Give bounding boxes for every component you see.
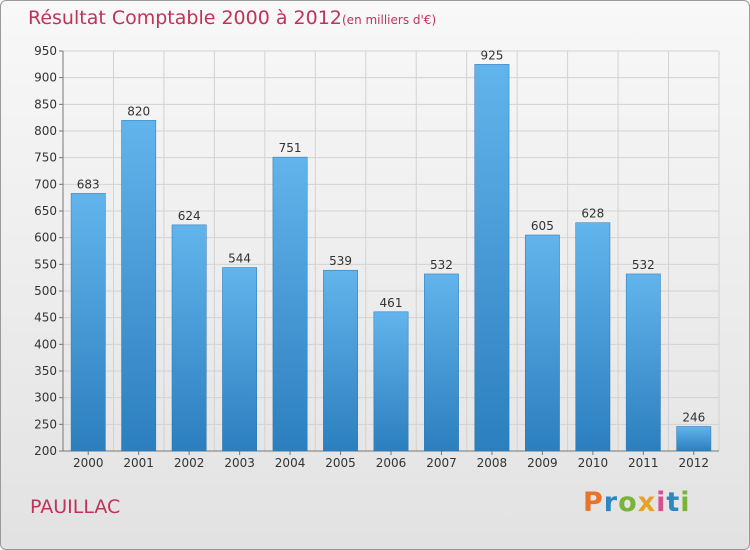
x-tick-label-2012: 2012 (678, 456, 709, 470)
bar-2007 (424, 273, 459, 452)
brand-letter: x (637, 487, 657, 518)
bar-2009 (524, 234, 560, 452)
brand-letter: o (618, 487, 638, 518)
value-label-2006: 461 (380, 296, 403, 310)
y-tick-label: 200 (34, 444, 57, 458)
bar-2012 (676, 426, 712, 452)
value-label-2008: 925 (480, 48, 503, 62)
value-label-2010: 628 (581, 207, 604, 221)
brand-letter: P (583, 487, 604, 518)
y-tick-label: 700 (34, 177, 57, 191)
y-tick-label: 350 (34, 364, 57, 378)
value-label-2001: 820 (127, 104, 150, 118)
y-tick-label: 300 (34, 391, 57, 405)
y-tick-label: 650 (34, 204, 57, 218)
bar-2011 (625, 273, 661, 452)
x-tick-label-2011: 2011 (628, 456, 659, 470)
value-label-2007: 532 (430, 258, 453, 272)
value-label-2002: 624 (178, 209, 201, 223)
y-tick-label: 600 (34, 231, 57, 245)
x-tick-label-2000: 2000 (73, 456, 104, 470)
value-label-2003: 544 (228, 252, 251, 266)
y-tick-label: 450 (34, 311, 57, 325)
bar-2005 (323, 269, 358, 452)
x-tick-label-2008: 2008 (477, 456, 508, 470)
bar-2000 (70, 193, 106, 452)
x-tick-label-2010: 2010 (578, 456, 609, 470)
value-label-2009: 605 (531, 219, 554, 233)
brand-letter: i (656, 487, 667, 518)
y-tick-label: 950 (34, 44, 57, 58)
y-tick-label: 500 (34, 284, 57, 298)
bar-2008 (474, 64, 510, 452)
y-tick-label: 800 (34, 124, 57, 138)
x-tick-label-2002: 2002 (174, 456, 205, 470)
value-label-2000: 683 (77, 177, 100, 191)
y-tick-label: 900 (34, 71, 57, 85)
chart-subtitle: (en milliers d'€) (342, 13, 437, 27)
brand-letter: r (603, 487, 619, 518)
bar-2003 (222, 267, 258, 452)
value-label-2012: 246 (682, 410, 705, 424)
bar-2001 (121, 120, 157, 452)
x-tick-label-2001: 2001 (123, 456, 154, 470)
bar-2002 (171, 224, 207, 452)
value-label-2011: 532 (632, 258, 655, 272)
town-name: PAUILLAC (30, 496, 121, 518)
brand-logo: Proxiti (583, 487, 691, 518)
bar-2006 (373, 311, 409, 452)
y-tick-label: 850 (34, 97, 57, 111)
labels: 200 250 300 350 400 450 500 550 600 650 700 750 800 8… (34, 44, 709, 470)
y-tick-label: 550 (34, 257, 57, 271)
y-tick-label: 250 (34, 417, 57, 431)
bar-2004 (272, 156, 308, 452)
x-tick-label-2006: 2006 (376, 456, 407, 470)
chart-title: Résultat Comptable 2000 à 2012 (28, 7, 342, 29)
x-tick-label-2009: 2009 (527, 456, 558, 470)
x-tick-label-2003: 2003 (224, 456, 255, 470)
value-label-2005: 539 (329, 254, 352, 268)
x-tick-label-2004: 2004 (275, 456, 306, 470)
value-label-2004: 751 (279, 141, 302, 155)
y-tick-label: 400 (34, 337, 57, 351)
bars (70, 64, 712, 452)
x-tick-label-2007: 2007 (426, 456, 457, 470)
brand-letter: t (666, 487, 681, 518)
x-tick-label-2005: 2005 (325, 456, 356, 470)
brand-letter: i (680, 487, 691, 518)
y-tick-label: 750 (34, 151, 57, 165)
bar-2010 (575, 222, 611, 452)
